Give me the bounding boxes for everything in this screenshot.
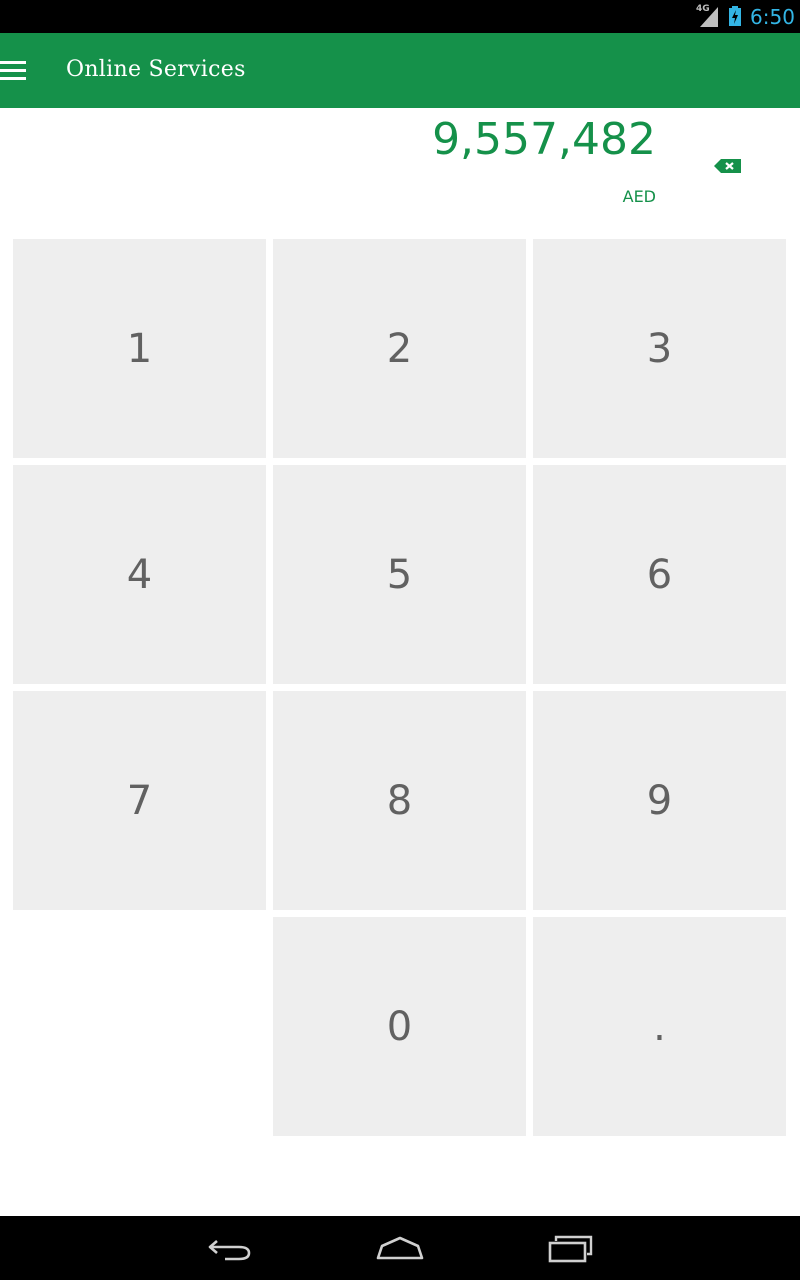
key-5[interactable]: 5 xyxy=(273,465,526,684)
key-6[interactable]: 6 xyxy=(533,465,786,684)
key-8[interactable]: 8 xyxy=(273,691,526,910)
app-bar: Online Services xyxy=(0,33,800,108)
key-3[interactable]: 3 xyxy=(533,239,786,458)
home-icon[interactable] xyxy=(375,1232,425,1264)
back-icon[interactable] xyxy=(205,1232,255,1264)
battery-charging-icon xyxy=(729,6,741,26)
key-4[interactable]: 4 xyxy=(13,465,266,684)
clock: 6:50 xyxy=(750,5,795,29)
key-2[interactable]: 2 xyxy=(273,239,526,458)
menu-icon[interactable] xyxy=(0,61,26,81)
navigation-bar xyxy=(0,1216,800,1280)
key-0[interactable]: 0 xyxy=(273,917,526,1136)
status-bar: 4G 6:50 xyxy=(0,0,800,33)
key-7[interactable]: 7 xyxy=(13,691,266,910)
key-1[interactable]: 1 xyxy=(13,239,266,458)
network-type-label: 4G xyxy=(696,4,710,14)
key-9[interactable]: 9 xyxy=(533,691,786,910)
amount-value: 9,557,482 xyxy=(432,114,656,165)
key-empty xyxy=(13,917,266,1136)
signal-icon xyxy=(700,7,718,27)
app-title: Online Services xyxy=(66,57,246,82)
backspace-icon[interactable] xyxy=(714,156,742,176)
currency-label: AED xyxy=(622,187,656,206)
key-decimal[interactable]: . xyxy=(533,917,786,1136)
recents-icon[interactable] xyxy=(546,1232,596,1264)
